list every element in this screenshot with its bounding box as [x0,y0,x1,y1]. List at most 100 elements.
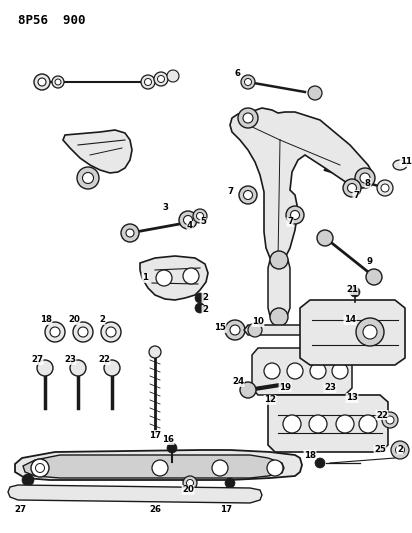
Circle shape [290,211,300,220]
Circle shape [55,79,61,85]
Circle shape [386,416,394,424]
Circle shape [396,446,405,455]
Polygon shape [15,450,302,480]
Polygon shape [268,395,388,452]
Circle shape [244,78,251,85]
Text: 17: 17 [220,505,232,514]
Circle shape [212,460,228,476]
Circle shape [73,322,93,342]
Circle shape [106,327,116,337]
Circle shape [183,476,197,490]
Text: 22: 22 [376,410,388,419]
Circle shape [225,320,245,340]
Circle shape [31,459,49,477]
Circle shape [248,323,262,337]
Circle shape [179,211,197,229]
Polygon shape [300,300,405,365]
Text: 6: 6 [235,69,241,77]
Text: 26: 26 [149,505,161,514]
Text: 21: 21 [346,286,358,295]
Circle shape [50,327,60,337]
Circle shape [317,230,333,246]
Circle shape [156,270,172,286]
Circle shape [283,415,301,433]
Circle shape [187,480,194,487]
Circle shape [241,75,255,89]
Circle shape [336,415,354,433]
Text: 9: 9 [367,257,373,266]
Circle shape [77,167,99,189]
Text: 5: 5 [200,217,206,227]
Circle shape [82,173,94,183]
Circle shape [315,458,325,468]
Circle shape [195,293,205,303]
Circle shape [145,78,152,85]
Text: 23: 23 [324,384,336,392]
Circle shape [126,229,134,237]
Circle shape [267,460,283,476]
Text: 2: 2 [202,294,208,303]
Circle shape [343,179,361,197]
Circle shape [101,322,121,342]
Circle shape [360,173,370,183]
Text: 24: 24 [232,377,244,386]
Circle shape [167,70,179,82]
Polygon shape [230,108,372,262]
Text: 23: 23 [64,356,76,365]
Circle shape [149,346,161,358]
Text: 7: 7 [353,190,359,199]
Circle shape [45,322,65,342]
Text: 2: 2 [202,305,208,314]
Text: 18: 18 [40,316,52,325]
Circle shape [332,363,348,379]
Text: 13: 13 [346,393,358,402]
Circle shape [363,325,377,339]
Text: 15: 15 [214,324,226,333]
Circle shape [270,251,288,269]
Text: 14: 14 [344,316,356,325]
Circle shape [310,363,326,379]
Circle shape [183,268,199,284]
Circle shape [121,224,139,242]
Circle shape [230,325,240,335]
Text: 17: 17 [149,431,161,440]
Circle shape [345,323,359,337]
Text: 3: 3 [162,204,168,213]
Text: 12: 12 [264,395,276,405]
Circle shape [382,412,398,428]
Circle shape [366,269,382,285]
Text: 8: 8 [365,179,371,188]
Circle shape [356,318,384,346]
Circle shape [167,443,177,453]
Polygon shape [244,325,362,335]
Circle shape [70,360,86,376]
Text: 4: 4 [187,222,193,230]
Circle shape [141,75,155,89]
Circle shape [225,478,235,488]
Circle shape [270,308,288,326]
Polygon shape [23,455,284,478]
Circle shape [287,363,303,379]
Circle shape [347,183,356,192]
Circle shape [157,76,164,83]
Text: 27: 27 [14,505,26,514]
Text: 18: 18 [304,450,316,459]
Circle shape [22,474,34,486]
Text: 27: 27 [31,356,43,365]
Circle shape [238,108,258,128]
Circle shape [197,213,204,220]
Text: 7: 7 [287,217,293,227]
Circle shape [359,415,377,433]
Text: 2: 2 [99,316,105,325]
Circle shape [381,184,389,192]
Circle shape [193,209,207,223]
Circle shape [264,363,280,379]
Circle shape [243,113,253,123]
Polygon shape [252,348,352,395]
Circle shape [377,180,393,196]
Circle shape [152,460,168,476]
Polygon shape [268,258,290,320]
Circle shape [350,287,360,297]
Text: 20: 20 [182,486,194,495]
Circle shape [391,441,409,459]
